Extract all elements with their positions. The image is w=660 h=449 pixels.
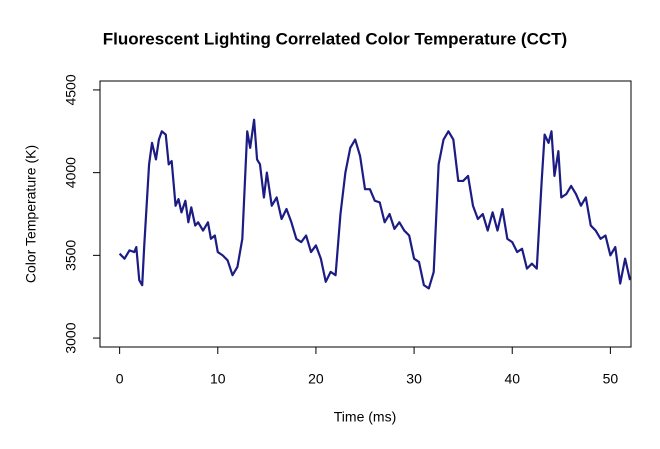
x-tick-label: 40: [504, 371, 520, 387]
y-tick-label: 3500: [63, 240, 79, 271]
y-axis-label: Color Temperature (K): [23, 145, 39, 283]
x-axis-label: Time (ms): [334, 409, 396, 425]
plot-frame: [99, 80, 632, 348]
x-tick-label: 50: [603, 371, 619, 387]
x-tick-label: 30: [406, 371, 422, 387]
data-line: [118, 118, 632, 290]
y-tick-label: 4500: [63, 74, 79, 105]
y-tick-label: 4000: [63, 157, 79, 188]
x-tick-label: 20: [308, 371, 324, 387]
y-tick-label: 3000: [63, 322, 79, 353]
x-tick-label: 0: [116, 371, 124, 387]
chart-title: Fluorescent Lighting Correlated Color Te…: [103, 29, 567, 48]
x-tick-label: 10: [210, 371, 226, 387]
